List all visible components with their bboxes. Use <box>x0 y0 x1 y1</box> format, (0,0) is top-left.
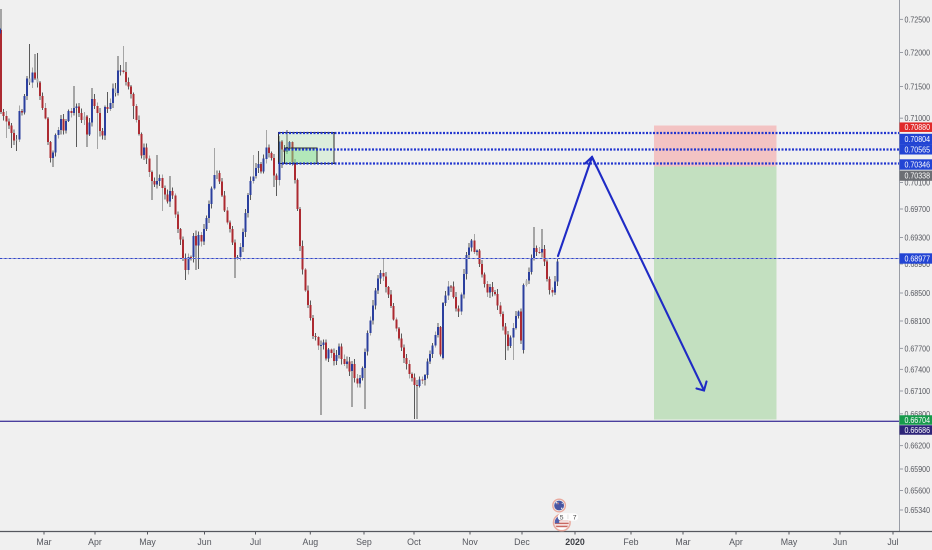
svg-text:5: 5 <box>560 514 564 521</box>
svg-text:Jun: Jun <box>833 537 847 547</box>
svg-text:0.68900: 0.68900 <box>905 259 931 269</box>
svg-text:0.70346: 0.70346 <box>905 160 931 170</box>
svg-text:Nov: Nov <box>462 537 478 547</box>
svg-text:0.66686: 0.66686 <box>905 425 931 435</box>
svg-text:0.70100: 0.70100 <box>905 178 931 188</box>
svg-text:7: 7 <box>573 514 577 521</box>
svg-text:0.65600: 0.65600 <box>905 486 931 496</box>
svg-text:0.67400: 0.67400 <box>905 364 931 374</box>
svg-text:0.66200: 0.66200 <box>905 441 931 451</box>
svg-text:Feb: Feb <box>623 537 638 547</box>
svg-text:0.70880: 0.70880 <box>905 122 931 132</box>
svg-text:I: I <box>567 515 569 521</box>
svg-text:0.69300: 0.69300 <box>905 233 931 243</box>
svg-text:Jul: Jul <box>250 537 261 547</box>
svg-text:0.68100: 0.68100 <box>905 316 931 326</box>
svg-text:Mar: Mar <box>675 537 690 547</box>
svg-text:0.65900: 0.65900 <box>905 464 931 474</box>
svg-text:0.68977: 0.68977 <box>905 254 931 264</box>
svg-text:May: May <box>139 537 156 547</box>
svg-text:0.65340: 0.65340 <box>905 505 931 515</box>
svg-text:Dec: Dec <box>514 537 530 547</box>
svg-text:May: May <box>781 537 798 547</box>
svg-text:0.72500: 0.72500 <box>905 14 931 24</box>
svg-text:Apr: Apr <box>88 537 102 547</box>
svg-text:Aug: Aug <box>302 537 318 547</box>
svg-text:0.66800: 0.66800 <box>905 409 931 419</box>
svg-text:Sep: Sep <box>356 537 372 547</box>
svg-text:0.71000: 0.71000 <box>905 113 931 123</box>
svg-text:0.67100: 0.67100 <box>905 386 931 396</box>
svg-text:Apr: Apr <box>729 537 743 547</box>
svg-text:Oct: Oct <box>407 537 421 547</box>
svg-text:0.70338: 0.70338 <box>905 171 931 181</box>
svg-text:0.66704: 0.66704 <box>905 415 931 425</box>
svg-text:Jun: Jun <box>197 537 211 547</box>
svg-text:Jul: Jul <box>887 537 898 547</box>
svg-text:0.67700: 0.67700 <box>905 343 931 353</box>
svg-text:0.69700: 0.69700 <box>905 204 931 214</box>
svg-text:0.72000: 0.72000 <box>905 48 931 58</box>
svg-text:0.70565: 0.70565 <box>905 144 931 154</box>
svg-text:0.71500: 0.71500 <box>905 82 931 92</box>
svg-text:Mar: Mar <box>36 537 51 547</box>
svg-text:0.70804: 0.70804 <box>905 134 931 144</box>
svg-text:0.68500: 0.68500 <box>905 288 931 298</box>
svg-text:2020: 2020 <box>565 537 585 547</box>
